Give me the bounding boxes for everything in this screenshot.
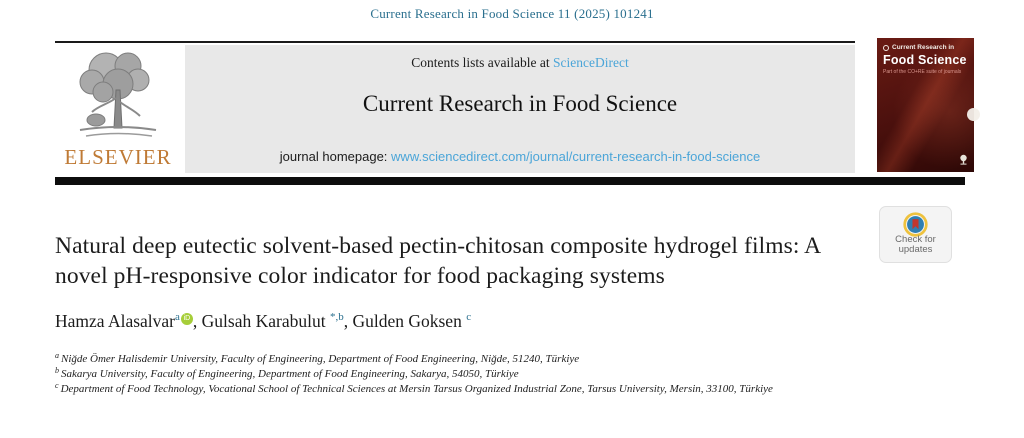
article-title: Natural deep eutectic solvent-based pect…	[55, 233, 820, 290]
cover-elsevier-emblem-icon	[960, 154, 967, 165]
sciencedirect-link[interactable]: ScienceDirect	[553, 55, 629, 70]
homepage-line: journal homepage: www.sciencedirect.com/…	[185, 149, 855, 164]
author-affil-sup: c	[466, 311, 472, 323]
orcid-icon[interactable]: iD	[180, 313, 193, 326]
author-separator: ,	[192, 311, 202, 331]
author-line: Hamza Alasalvara iD, Gulsah Karabulut *,b…	[55, 311, 471, 332]
author-affil-sup: a	[175, 311, 180, 323]
cover-tagline: Part of the CO+RE suite of journals	[883, 69, 962, 75]
journal-cover-thumbnail[interactable]: Current Research in Food Science Part of…	[877, 38, 980, 172]
affiliation-line: c Department of Food Technology, Vocation…	[55, 381, 935, 397]
top-divider-rule	[55, 41, 855, 43]
contents-line: Contents lists available at ScienceDirec…	[185, 55, 855, 71]
author-name: Gulsah Karabulut	[201, 311, 326, 331]
affiliation-text: Sakarya University, Faculty of Engineeri…	[61, 368, 519, 380]
affiliation-text: Department of Food Technology, Vocationa…	[60, 383, 773, 395]
affiliation-line: a Niğde Ömer Halisdemir University, Facul…	[55, 351, 935, 367]
author-affil-sup: *,b	[329, 311, 344, 323]
badge-label-line2: updates	[898, 244, 933, 256]
crossmark-icon	[903, 212, 928, 237]
affiliation-line: b Sakarya University, Faculty of Engineer…	[55, 366, 935, 382]
affiliation-sup: c	[55, 381, 59, 390]
homepage-prefix: journal homepage:	[279, 149, 392, 164]
journal-citation-line: Current Research in Food Science 11 (202…	[370, 6, 654, 21]
cover-logo-icon	[883, 44, 889, 51]
journal-title: Current Research in Food Science	[362, 91, 678, 116]
elsevier-logo[interactable]: ELSEVIER	[57, 46, 179, 173]
author-name: Hamza Alasalvar	[55, 311, 176, 331]
journal-banner: Contents lists available at ScienceDirec…	[185, 45, 855, 173]
bottom-divider-bar	[55, 177, 965, 185]
author-name: Gulden Goksen	[352, 311, 462, 331]
cover-big-title: Food Science	[883, 53, 967, 67]
elsevier-wordmark: ELSEVIER	[64, 145, 172, 169]
cover-circle-decoration	[967, 107, 980, 121]
check-for-updates-badge[interactable]: Check for updates	[879, 206, 952, 263]
elsevier-tree-icon	[79, 52, 157, 137]
affiliation-sup: a	[55, 351, 59, 360]
cover-small-title: Current Research in	[892, 44, 955, 51]
contents-prefix: Contents lists available at	[411, 55, 553, 70]
affiliation-sup: b	[55, 366, 59, 375]
badge-label-line1: Check for	[895, 234, 936, 245]
affiliations-block: a Niğde Ömer Halisdemir University, Facul…	[55, 351, 935, 397]
affiliation-text: Niğde Ömer Halisdemir University, Facult…	[61, 353, 580, 365]
author-separator: ,	[343, 311, 353, 331]
homepage-url-link[interactable]: www.sciencedirect.com/journal/current-re…	[391, 149, 761, 164]
